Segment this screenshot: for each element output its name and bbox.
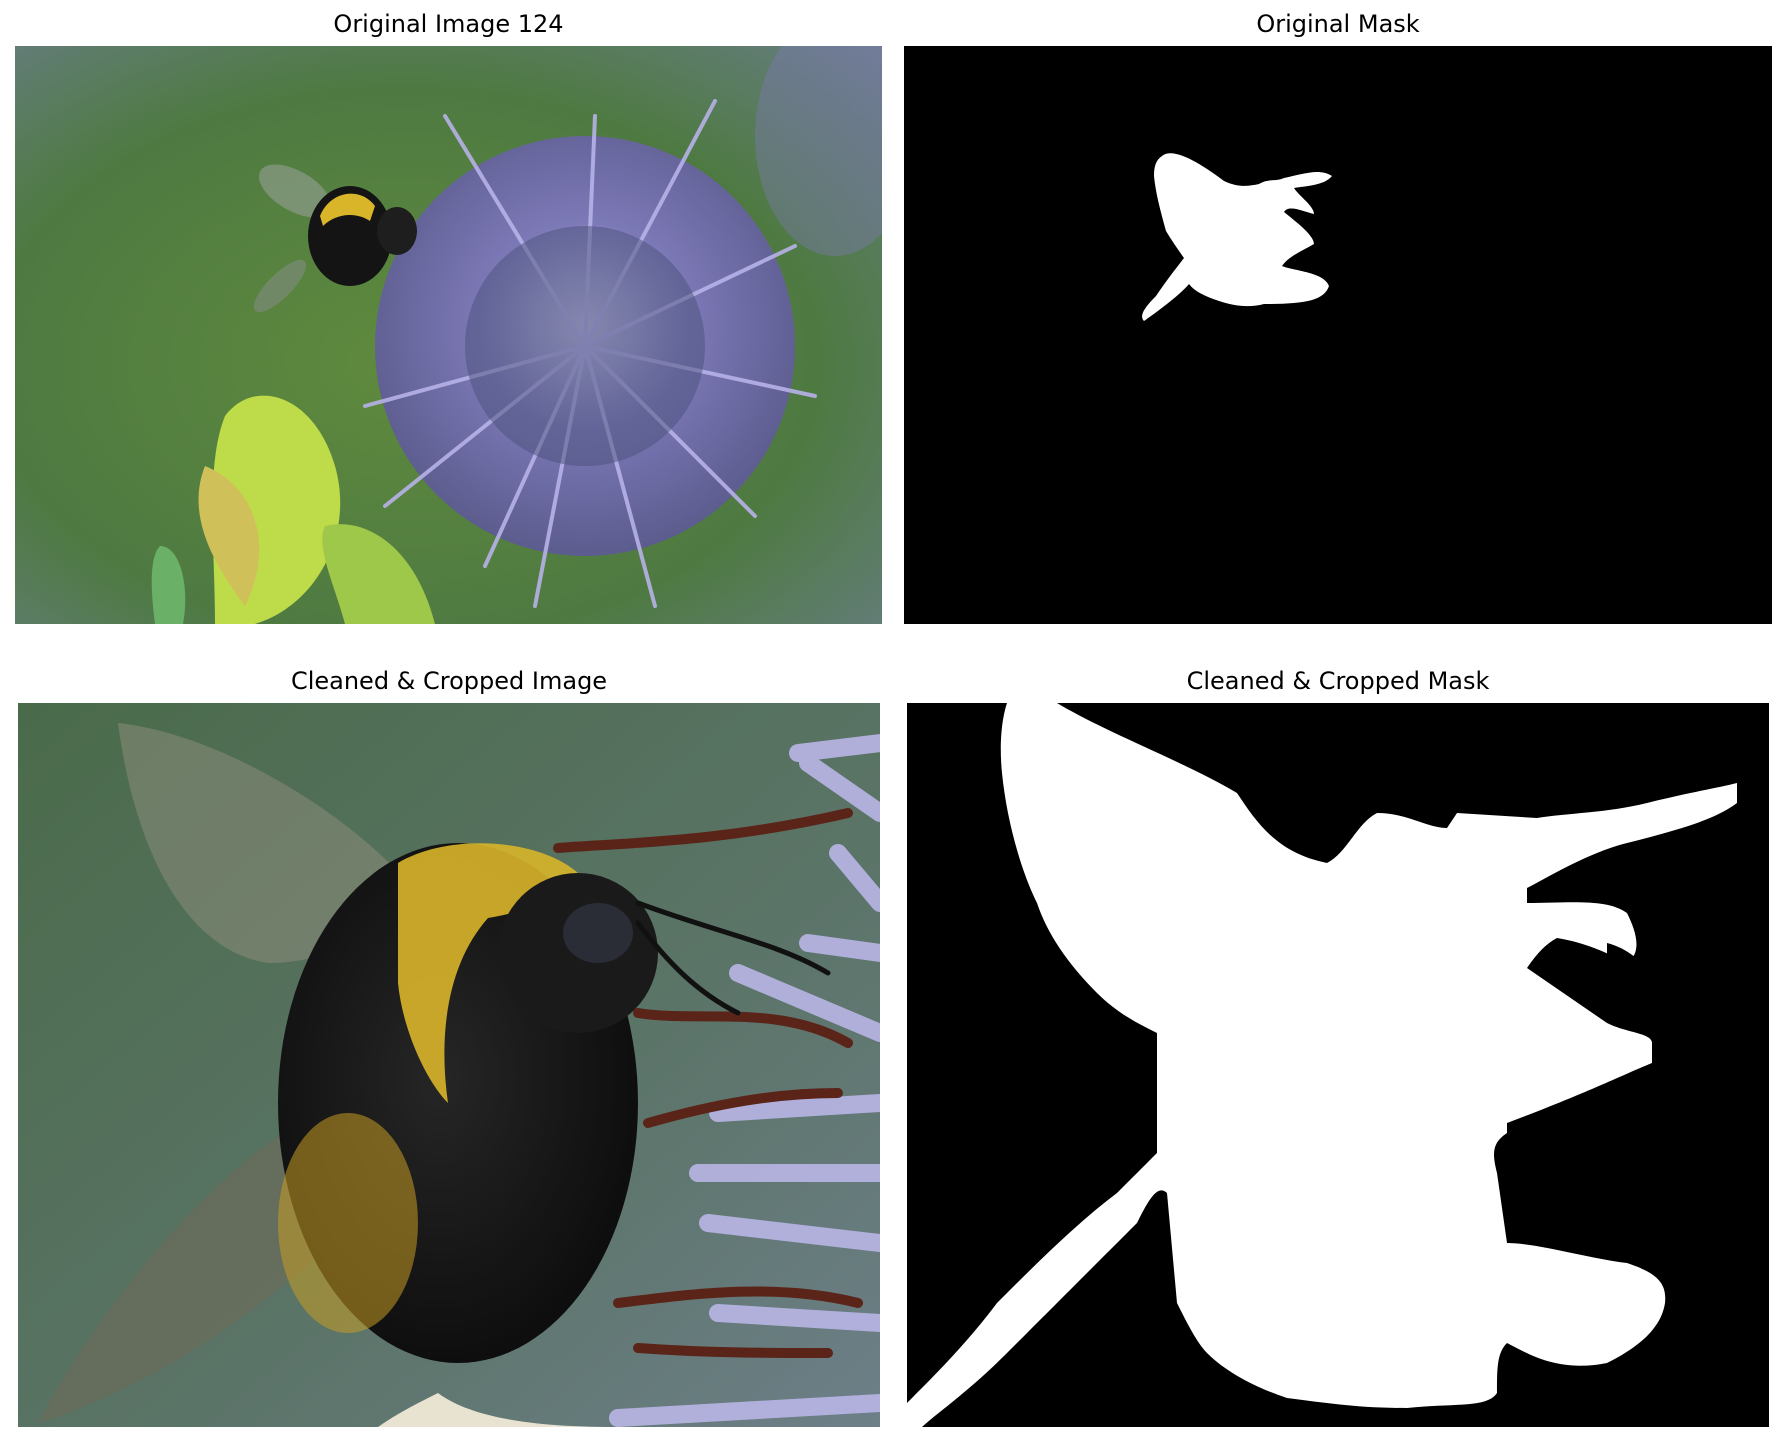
bumblebee [278, 808, 863, 1427]
globe-thistle-flower [363, 99, 817, 608]
cropped-image-photo [18, 703, 880, 1427]
flower-petals [609, 734, 880, 1427]
leaf-lower [322, 524, 435, 624]
cropped-image-panel: Cleaned & Cropped Image [18, 665, 880, 1427]
bee-mask-shape [1142, 153, 1332, 321]
original-mask-frame [904, 46, 1772, 624]
cropped-mask-image [907, 703, 1769, 1427]
upper-wing [118, 723, 408, 963]
background-purple-blur [755, 46, 882, 256]
original-mask-title: Original Mask [1256, 10, 1420, 38]
original-image-title: Original Image 124 [333, 10, 564, 38]
cropped-mask-frame [907, 703, 1769, 1427]
cropped-image-title: Cleaned & Cropped Image [290, 667, 608, 695]
leaf-small [151, 546, 186, 624]
bumblebee [253, 164, 417, 313]
cropped-mask-title: Cleaned & Cropped Mask [1186, 667, 1490, 695]
original-image-photo [15, 46, 882, 624]
mask-hole [1607, 943, 1652, 983]
mask-background [904, 46, 1772, 624]
cropped-image-frame [18, 703, 880, 1427]
leaf-bud [198, 466, 260, 606]
bee-mask-shape [907, 703, 1737, 1427]
cropped-mask-panel: Cleaned & Cropped Mask [907, 665, 1769, 1427]
original-image-frame [15, 46, 882, 624]
original-mask-panel: Original Mask [904, 8, 1772, 624]
original-mask-image [904, 46, 1772, 624]
original-image-panel: Original Image 124 [15, 8, 882, 624]
